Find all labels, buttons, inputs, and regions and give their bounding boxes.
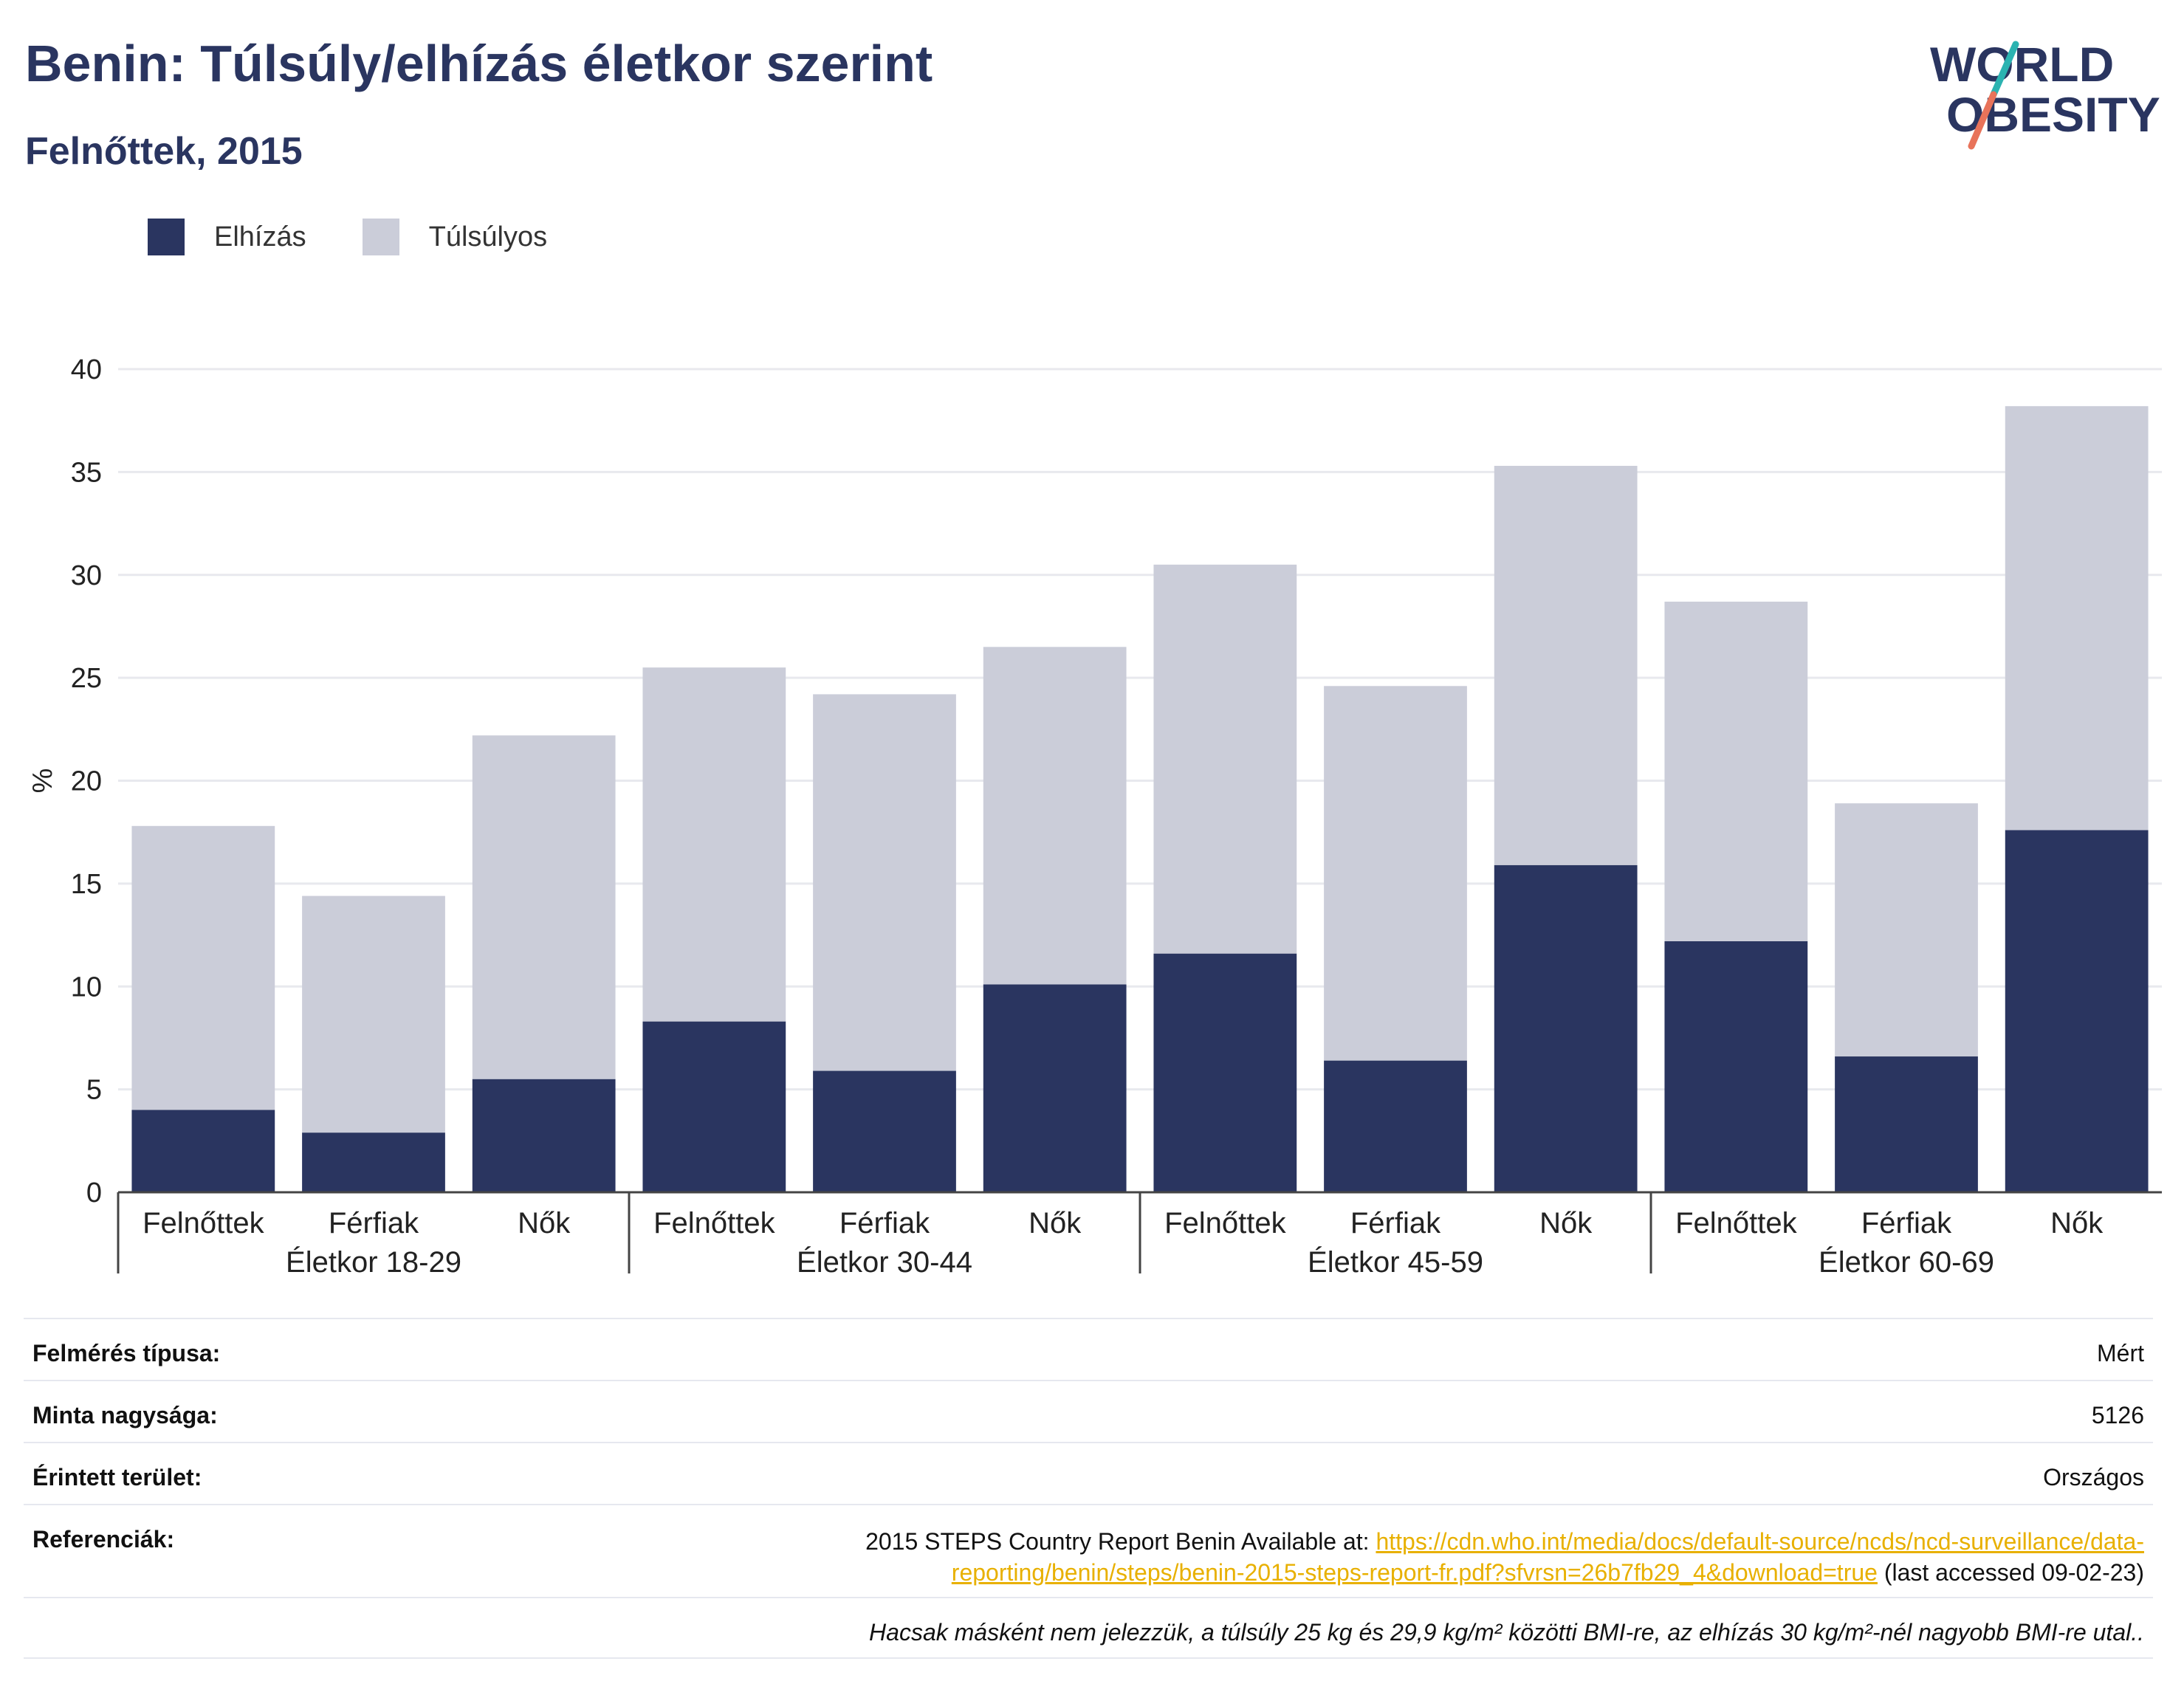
legend-label-overweight: Túlsúlyos [428,221,548,252]
logo-slash-orange [1968,91,1997,150]
x-category-label: Nők [1539,1207,1593,1240]
bar-overweight [131,825,275,1110]
reference-link-part2[interactable]: reporting/benin/steps/benin-2015-steps-r… [951,1559,1878,1586]
bar-overweight [2005,406,2149,831]
bar-overweight [302,895,445,1133]
y-tick-label: 25 [71,663,102,694]
world-obesity-logo: WORLD OBESITY [1930,37,2160,150]
logo-text-world: WORLD [1930,37,2114,92]
bar-obesity [1664,941,1808,1192]
y-tick-label: 0 [86,1177,102,1208]
x-category-label: Felnőttek [1164,1207,1287,1240]
bar-obesity [1494,864,1638,1192]
y-tick-label: 5 [86,1075,102,1106]
legend-swatch-obesity [148,219,185,255]
x-group-label: Életkor 30-44 [797,1245,972,1279]
info-value: Mért [2097,1340,2144,1366]
x-category-label: Férfiak [1350,1207,1441,1240]
info-table: Felmérés típusa: Mért Minta nagysága: 51… [24,1318,2153,1659]
legend-label-obesity: Elhízás [214,221,306,252]
page-title: Benin: Túlsúly/elhízás életkor szerint [25,35,933,92]
bar-obesity [1153,953,1297,1192]
info-label: Felmérés típusa: [32,1340,221,1366]
bar-obesity [1324,1060,1467,1192]
x-group-label: Életkor 18-29 [286,1245,461,1279]
bar-overweight [983,647,1127,985]
legend-item-overweight[interactable]: Túlsúlyos [362,219,548,255]
y-axis-label: % [27,769,58,794]
logo-slash-teal [1990,41,2019,98]
bar-overweight [1324,686,1467,1061]
bar-obesity [813,1070,956,1192]
bar-overweight [813,694,956,1071]
x-category-label: Férfiak [839,1207,930,1240]
x-category-label: Nők [1029,1207,1082,1240]
bar-overweight [1664,601,1808,941]
bar-obesity [2005,830,2149,1192]
x-category-label: Felnőttek [653,1207,776,1240]
bar-obesity [983,984,1127,1192]
bar-obesity [642,1021,786,1192]
x-category-label: Férfiak [329,1207,419,1240]
info-label: Minta nagysága: [32,1402,218,1428]
x-category-label: Felnőttek [1675,1207,1798,1240]
y-tick-label: 40 [71,354,102,385]
y-tick-label: 10 [71,972,102,1003]
y-tick-label: 20 [71,766,102,797]
chart-legend: Elhízás Túlsúlyos [148,219,603,255]
info-value: Országos [2043,1464,2144,1491]
x-category-label: Nők [2050,1207,2104,1240]
legend-swatch-overweight [362,219,399,255]
info-value: 5126 [2091,1402,2144,1428]
bar-overweight [1153,564,1297,954]
reference-prefix: 2015 STEPS Country Report Benin Availabl… [865,1528,1376,1555]
bar-obesity [302,1132,445,1192]
legend-item-obesity[interactable]: Elhízás [148,219,306,255]
bar-obesity [472,1079,616,1192]
page-subtitle: Felnőttek, 2015 [25,130,303,173]
references-value: 2015 STEPS Country Report Benin Availabl… [865,1526,2144,1588]
info-row-survey-type: Felmérés típusa: Mért [24,1318,2153,1380]
bar-overweight [1494,466,1638,865]
reference-link-part1[interactable]: https://cdn.who.int/media/docs/default-s… [1376,1528,2144,1555]
bar-overweight [1835,803,1978,1057]
x-group-label: Életkor 60-69 [1819,1245,1994,1279]
bar-obesity [1835,1056,1978,1192]
bar-obesity [131,1110,275,1192]
stacked-bar-chart: 0 5 10 15 20 25 30 35 40% Felnőttek Férfiak Nők Feln… [27,354,2162,1279]
footnote: Hacsak másként nem jelezzük, a túlsúly 2… [869,1619,2144,1646]
info-row-references: Referenciák: 2015 STEPS Country Report B… [24,1504,2153,1597]
reference-suffix: (last accessed 09-02-23) [1877,1559,2144,1586]
y-tick-label: 35 [71,457,102,488]
info-row-area: Érintett terület: Országos [24,1442,2153,1504]
info-label: Érintett terület: [32,1464,202,1491]
info-row-sample-size: Minta nagysága: 5126 [24,1380,2153,1442]
x-category-label: Felnőttek [142,1207,265,1240]
y-tick-label: 15 [71,869,102,900]
info-row-footnote: Hacsak másként nem jelezzük, a túlsúly 2… [24,1597,2153,1659]
bar-overweight [472,735,616,1079]
bar-overweight [642,667,786,1022]
x-group-label: Életkor 45-59 [1308,1245,1483,1279]
y-tick-label: 30 [71,560,102,591]
info-label: Referenciák: [32,1526,175,1553]
x-category-label: Férfiak [1861,1207,1952,1240]
x-category-label: Nők [518,1207,571,1240]
